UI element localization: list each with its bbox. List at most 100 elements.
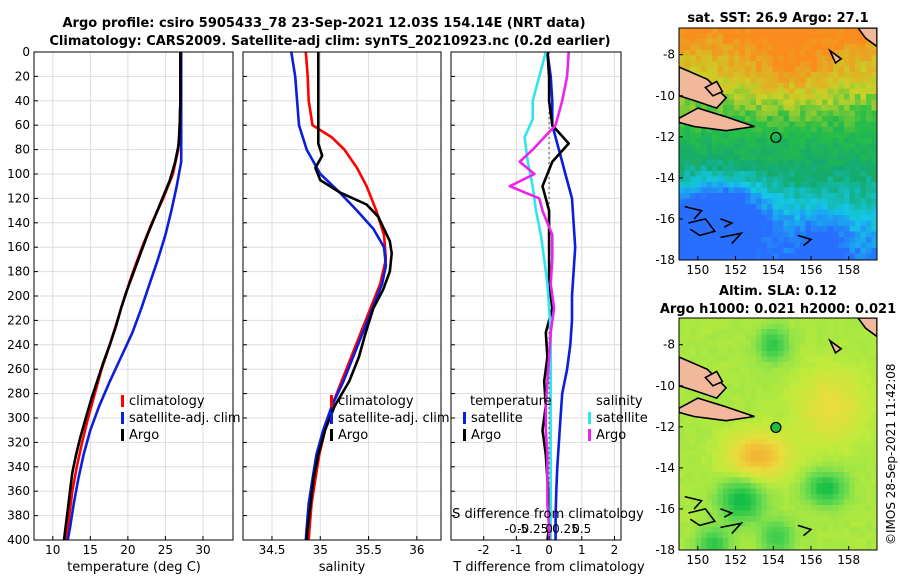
reef-outline — [684, 205, 704, 220]
map-cell — [816, 373, 823, 379]
map-cell — [772, 395, 779, 401]
map-cell — [745, 433, 751, 440]
map-cell — [816, 231, 823, 238]
map-cell — [871, 77, 877, 84]
map-cell — [750, 439, 757, 445]
map-cell — [866, 61, 872, 67]
map-cell — [805, 461, 812, 467]
map-cell — [717, 466, 724, 473]
map-cell — [844, 362, 850, 368]
map-cell — [816, 466, 823, 473]
map-cell — [816, 220, 823, 227]
map-cell — [816, 215, 823, 221]
map-cell — [860, 39, 867, 45]
map-y-tick-label: -18 — [655, 543, 675, 557]
map-cell — [849, 367, 856, 374]
map-cell — [816, 88, 823, 95]
map-cell — [844, 226, 850, 232]
map-cell — [866, 505, 872, 511]
map-cell — [789, 395, 795, 401]
map-cell — [695, 334, 702, 341]
map-cell — [756, 231, 762, 238]
map-cell — [816, 182, 823, 188]
map-cell — [756, 538, 762, 544]
map-cell — [767, 389, 773, 396]
map-cell — [783, 182, 790, 188]
map-cell — [811, 466, 817, 473]
map-cell — [701, 248, 707, 254]
map-cell — [855, 83, 861, 89]
map-cell — [723, 237, 729, 243]
map-cell — [717, 351, 724, 357]
map-cell — [772, 477, 779, 484]
map-cell — [822, 395, 828, 401]
legend-label-satellite: satellite-adj. clim — [338, 411, 450, 426]
map-cell — [701, 516, 707, 522]
map-cell — [739, 472, 746, 478]
map-cell — [778, 149, 784, 155]
land-polygon — [679, 397, 755, 422]
map-cell — [794, 510, 801, 517]
map-cell — [728, 149, 735, 155]
map-cell — [767, 532, 773, 539]
map-cell — [750, 461, 757, 467]
map-cell — [789, 521, 795, 528]
map-cell — [706, 105, 713, 111]
map-cell — [772, 538, 779, 544]
map-cell — [822, 455, 828, 462]
map-cell — [734, 28, 740, 34]
map-cell — [849, 428, 856, 434]
map-cell — [866, 510, 872, 517]
map-cell — [866, 160, 872, 166]
map-cell — [833, 110, 839, 117]
map-cell — [849, 433, 856, 440]
map-cell — [833, 466, 839, 473]
map-cell — [728, 345, 735, 352]
map-cell — [844, 83, 850, 89]
map-cell — [684, 226, 691, 232]
map-cell — [778, 39, 784, 45]
map-cell — [789, 345, 795, 352]
map-cell — [750, 176, 757, 183]
map-cell — [844, 527, 850, 533]
map-cell — [712, 477, 718, 484]
map-cell — [816, 226, 823, 232]
map-cell — [684, 334, 691, 341]
map-cell — [745, 521, 751, 528]
map-cell — [827, 204, 834, 210]
map-cell — [855, 242, 861, 249]
map-cell — [811, 323, 817, 330]
map-cell — [690, 329, 696, 335]
map-cell — [811, 182, 817, 188]
map-cell — [811, 171, 817, 177]
map-cell — [734, 33, 740, 40]
map-cell — [849, 532, 856, 539]
map-cell — [734, 378, 740, 385]
map-cell — [783, 433, 790, 440]
map-cell — [695, 351, 702, 357]
map-cell — [794, 538, 801, 544]
map-cell — [838, 323, 845, 330]
map-cell — [827, 154, 834, 161]
map-cell — [849, 389, 856, 396]
map-cell — [844, 329, 850, 335]
map-cell — [827, 351, 834, 357]
map-cell — [690, 318, 696, 324]
map-cell — [833, 450, 839, 456]
map-cell — [761, 494, 768, 500]
map-cell — [822, 198, 828, 205]
map-cell — [794, 72, 801, 78]
map-cell — [695, 329, 702, 335]
map-cell — [734, 215, 740, 221]
map-cell — [756, 193, 762, 199]
map-cell — [822, 226, 828, 232]
map-cell — [800, 329, 806, 335]
map-cell — [750, 516, 757, 522]
map-cell — [794, 83, 801, 89]
map-cell — [706, 543, 713, 550]
map-cell — [690, 532, 696, 539]
map-cell — [684, 461, 691, 467]
reef-outline — [720, 232, 744, 245]
map-cell — [745, 538, 751, 544]
map-cell — [866, 521, 872, 528]
